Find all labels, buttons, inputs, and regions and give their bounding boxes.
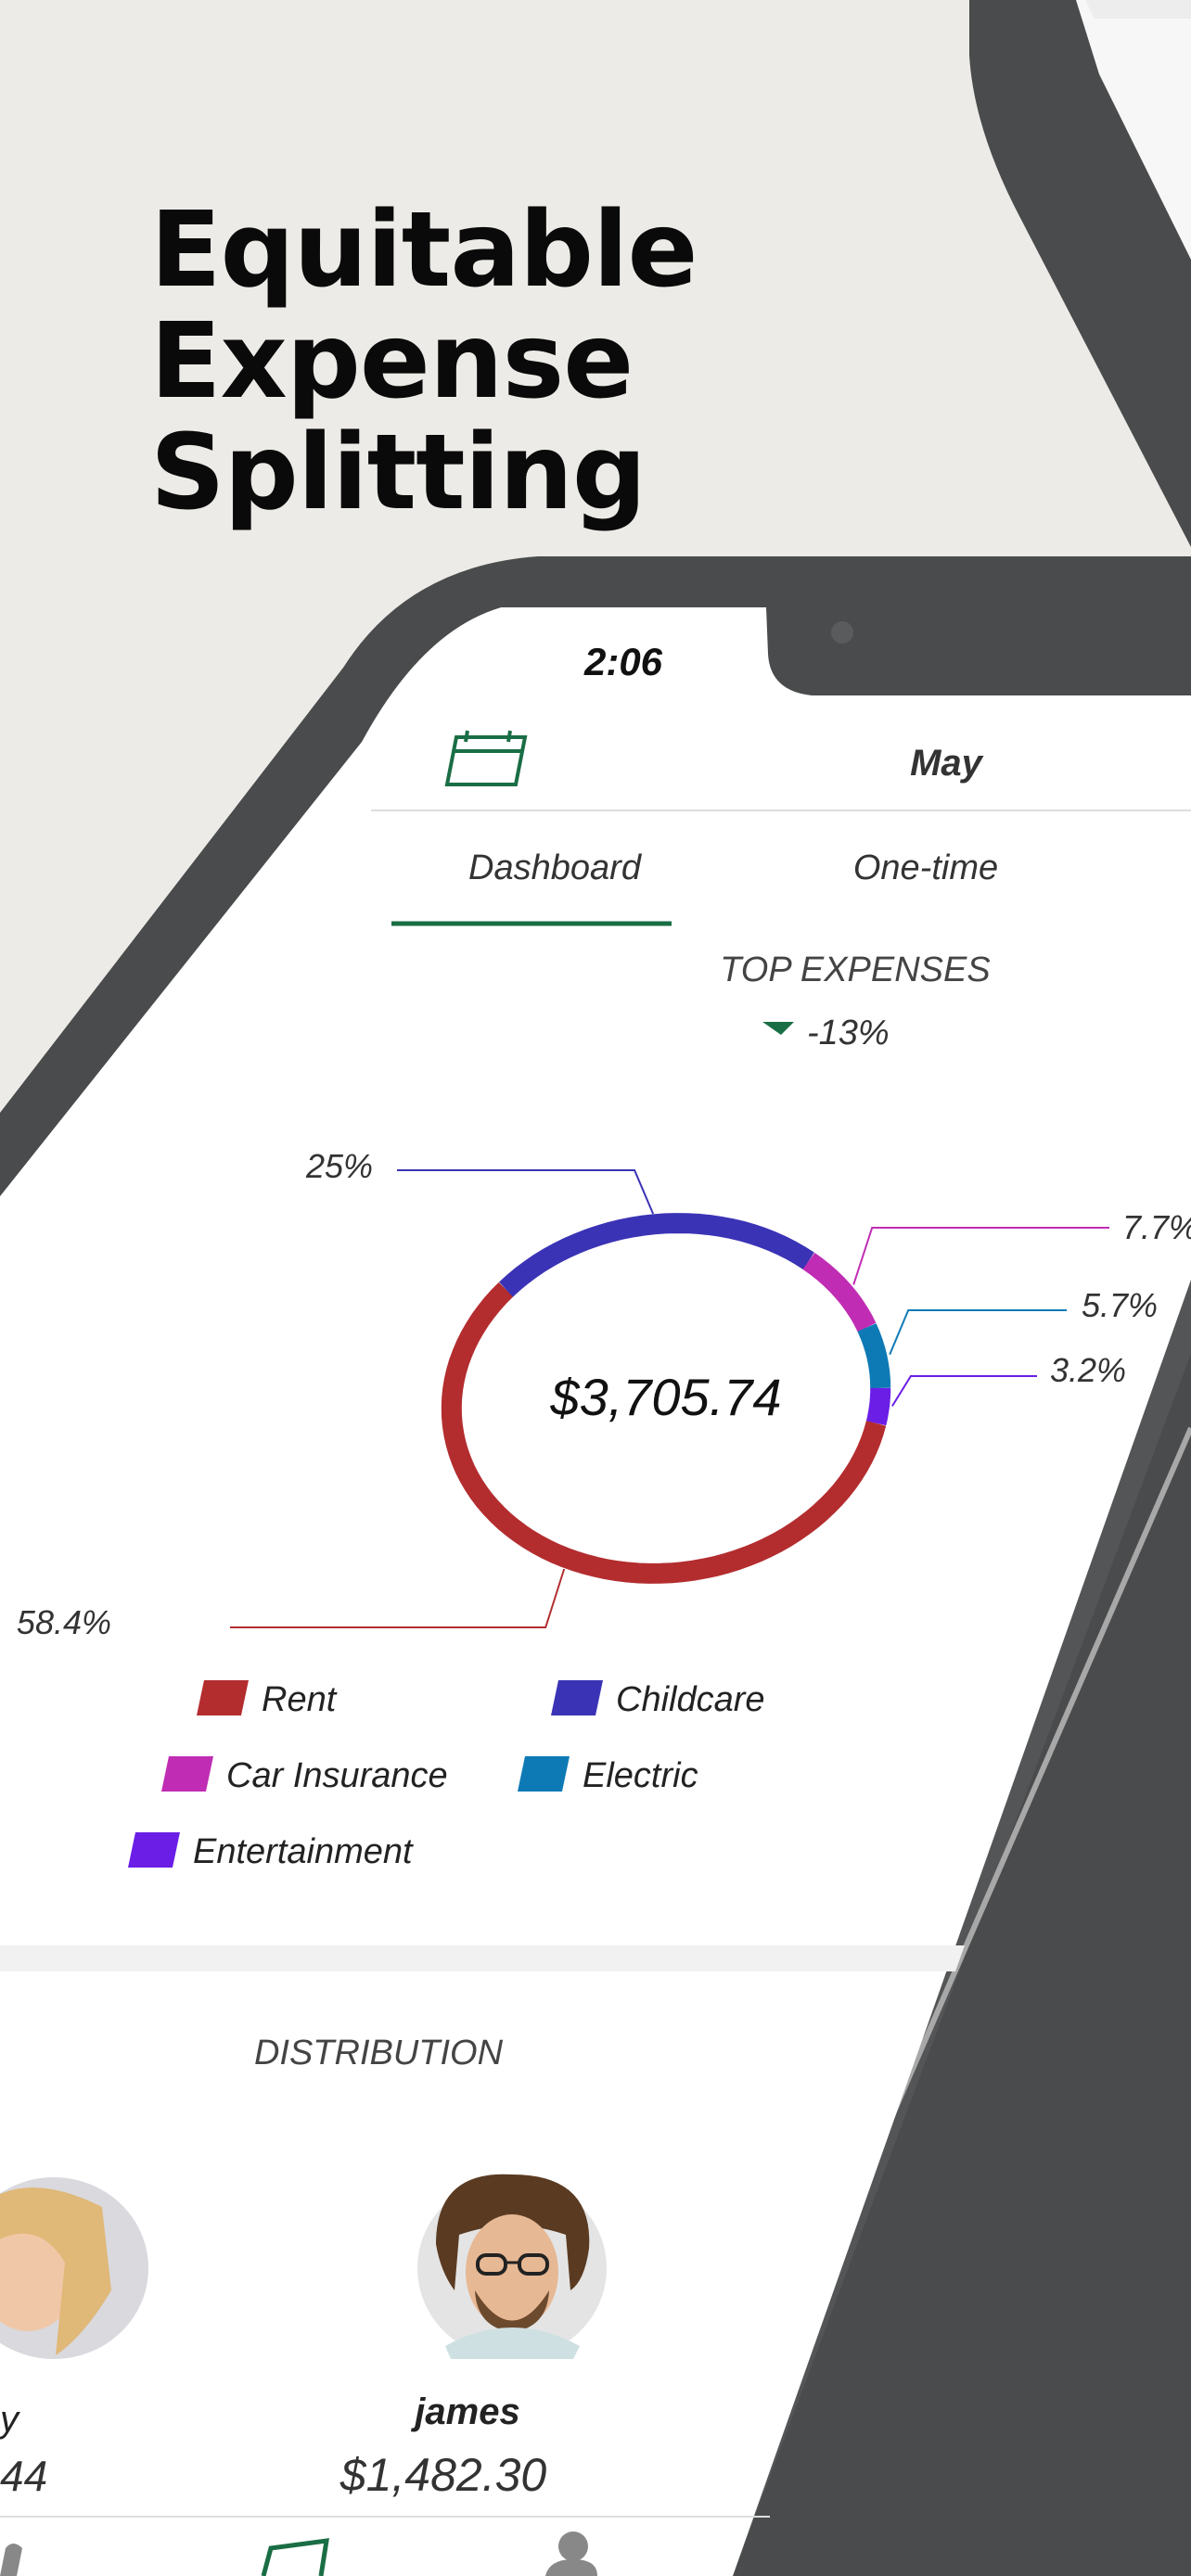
legend-label-car-insurance: Car Insurance bbox=[226, 1756, 448, 1795]
phone-screen bbox=[0, 607, 1191, 2576]
calendar-icon[interactable] bbox=[444, 730, 528, 786]
wallet-icon[interactable] bbox=[261, 2538, 329, 2576]
donut-slice-childcare bbox=[499, 1213, 814, 1297]
legend-swatch-rent bbox=[197, 1680, 249, 1715]
month-label[interactable]: May bbox=[910, 743, 984, 784]
legend-label-childcare: Childcare bbox=[616, 1680, 765, 1719]
leader-line-rent bbox=[230, 1568, 566, 1628]
legend-label-entertainment: Entertainment bbox=[193, 1832, 414, 1871]
distribution-title: DISTRIBUTION bbox=[254, 2034, 504, 2072]
person-2-amount: $1,482.30 bbox=[339, 2449, 547, 2501]
donut-slice-entertainment bbox=[865, 1387, 891, 1426]
hero-line-3: Splitting bbox=[150, 413, 647, 533]
back-phone bbox=[969, 0, 1191, 547]
chart-legend: Rent Childcare Car Insurance Electric Entert… bbox=[128, 1680, 765, 1871]
leader-line-car-insurance bbox=[852, 1227, 1109, 1285]
avatar-person-1[interactable] bbox=[0, 2177, 148, 2359]
avatar-person-2[interactable] bbox=[417, 2174, 607, 2359]
value-label-rent: 58.4% bbox=[17, 1603, 111, 1641]
value-label-car-insurance: 7.7% bbox=[1122, 1208, 1191, 1246]
donut-slice-car-insurance bbox=[802, 1252, 877, 1333]
legend-swatch-electric bbox=[518, 1756, 570, 1792]
section-separator bbox=[0, 1945, 965, 1971]
chart-value-labels: 58.4% 25% 7.7% 5.7% 3.2% bbox=[17, 1147, 1191, 1641]
camera-dot bbox=[831, 621, 853, 644]
leader-line-childcare bbox=[397, 1169, 655, 1215]
expense-change: -13% bbox=[807, 1014, 890, 1052]
legend-label-rent: Rent bbox=[262, 1680, 338, 1719]
donut-chart bbox=[441, 1213, 891, 1584]
value-label-electric: 5.7% bbox=[1082, 1286, 1158, 1324]
legend-swatch-childcare bbox=[551, 1680, 603, 1715]
tab-one-time[interactable]: One-time bbox=[853, 848, 998, 887]
hero-headline: Equitable Expense Splitting bbox=[150, 190, 698, 533]
person-1-name: y bbox=[0, 2399, 21, 2440]
tab-dashboard[interactable]: Dashboard bbox=[468, 848, 643, 887]
chart-leader-lines bbox=[230, 1169, 1109, 1628]
top-expenses-title: TOP EXPENSES bbox=[720, 950, 990, 989]
hero-line-2: Expense bbox=[150, 301, 634, 422]
legend-label-electric: Electric bbox=[583, 1756, 698, 1795]
donut-slice-electric bbox=[857, 1323, 891, 1389]
phone-notch bbox=[766, 607, 1191, 695]
trend-down-icon bbox=[762, 1022, 794, 1035]
value-label-childcare: 25% bbox=[305, 1147, 373, 1185]
legend-swatch-car-insurance bbox=[161, 1756, 213, 1792]
legend-swatch-entertainment bbox=[128, 1832, 180, 1868]
hero-line-1: Equitable bbox=[150, 190, 698, 311]
value-label-entertainment: 3.2% bbox=[1050, 1351, 1126, 1389]
person-1-amount: 44 bbox=[0, 2452, 47, 2500]
donut-slice-rent bbox=[441, 1282, 887, 1584]
status-time: 2:06 bbox=[583, 640, 663, 683]
profile-icon[interactable] bbox=[545, 2531, 597, 2576]
home-icon[interactable] bbox=[0, 2544, 22, 2576]
leader-line-electric bbox=[889, 1309, 1067, 1356]
donut-total: $3,705.74 bbox=[549, 1368, 781, 1426]
person-2-name: james bbox=[410, 2391, 519, 2432]
leader-line-entertainment bbox=[891, 1375, 1037, 1407]
